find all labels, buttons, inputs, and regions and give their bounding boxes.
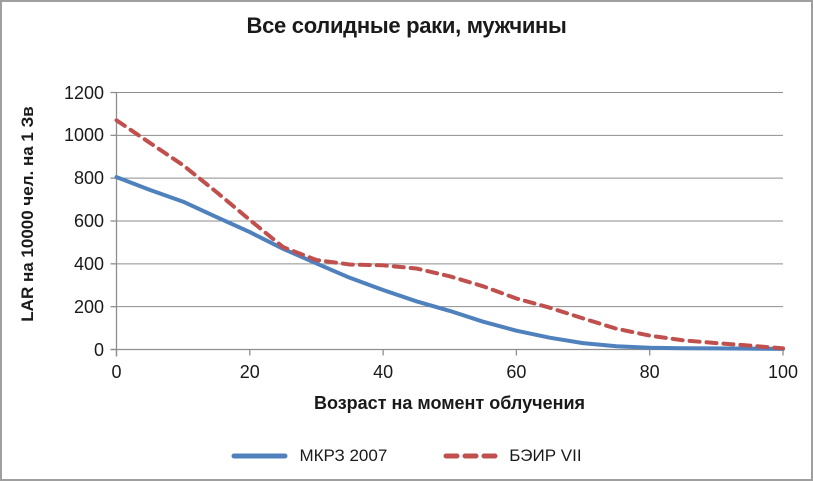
y-tick-label: 600 xyxy=(73,211,104,231)
y-tick-label: 400 xyxy=(73,253,104,274)
x-tick-label: 60 xyxy=(506,362,527,382)
x-tick-label: 80 xyxy=(639,362,660,382)
series-line-solid xyxy=(114,175,785,351)
y-tick-label: 1000 xyxy=(63,125,104,146)
legend-solid-line-icon xyxy=(231,453,288,459)
legend-label-beir: БЭИР VII xyxy=(509,446,582,465)
legend-label-mkrz: МКРЗ 2007 xyxy=(299,446,388,465)
x-tick-label: 100 xyxy=(767,362,799,382)
legend: МКРЗ 2007 БЭИР VII xyxy=(2,444,811,468)
legend-item-mkrz: МКРЗ 2007 xyxy=(231,446,387,466)
x-axis-title: Возраст на момент облучения xyxy=(313,393,586,413)
y-tick-label: 800 xyxy=(73,168,104,189)
series-line-dashed xyxy=(114,118,785,351)
y-tick-label: 200 xyxy=(73,296,104,317)
chart-title: Все солидные раки, мужчины xyxy=(246,13,567,38)
y-tick-label: 0 xyxy=(93,339,104,360)
legend-dashed-line-icon xyxy=(443,453,498,459)
y-tick-label: 1200 xyxy=(63,82,104,103)
legend-item-beir: БЭИР VII xyxy=(443,446,582,466)
x-tick-label: 0 xyxy=(111,362,122,382)
x-tick-label: 40 xyxy=(373,362,394,382)
x-tick-label: 20 xyxy=(239,362,260,382)
